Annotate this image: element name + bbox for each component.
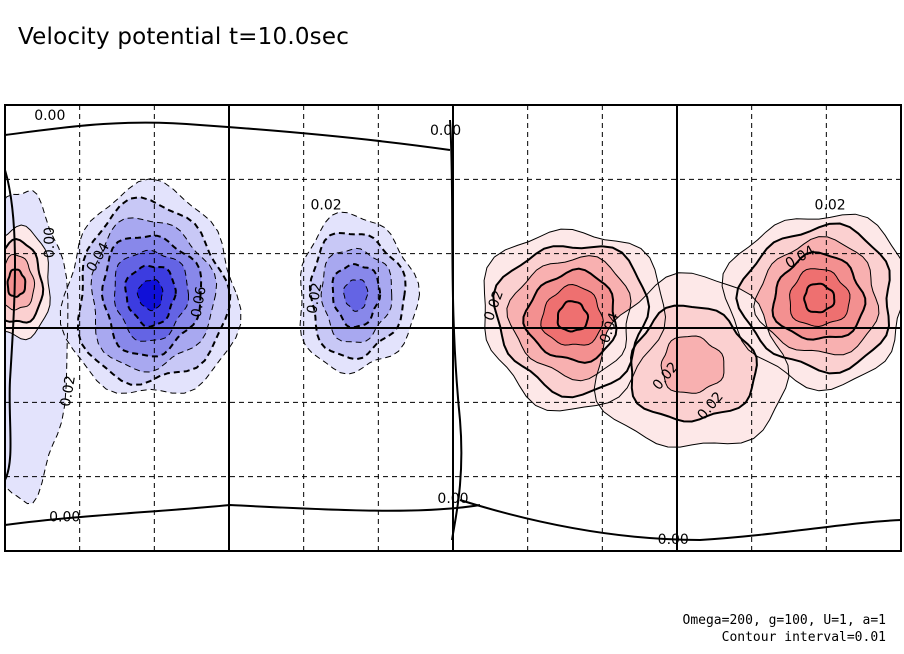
negative-contour-line [299,211,421,375]
contour-label: 0.02 [304,282,325,315]
positive-contour-line [5,253,36,311]
contour-label: 0.00 [430,123,461,139]
contour-label: 0.00 [34,108,65,124]
positive-contour-line [483,228,667,412]
negative-contour-line [59,178,242,394]
zero-contour-line [5,121,451,151]
zero-contour-line [5,169,16,481]
contour-label: 0.02 [58,374,79,407]
positive-contour-line [753,236,880,356]
positive-contour-line [540,283,604,346]
positive-contour-line [492,245,651,399]
negative-contour-line [100,234,203,358]
contour-label: 0.00 [49,510,80,526]
contour-label: 0.02 [814,197,845,213]
negative-contour-line [90,217,218,373]
positive-contour-line [506,255,632,382]
chart-title: Velocity potential t=10.0sec [18,24,350,50]
negative-contour-line [342,279,369,312]
negative-contour-line [320,247,393,343]
contour-interval-text: Contour interval=0.01 [721,630,886,645]
contour-label: 0.00 [437,491,468,507]
contour-label: 0.00 [658,532,689,548]
contour-label: 0.02 [310,197,341,213]
contour-label: 0.00 [42,227,58,258]
negative-band-7 [137,279,163,311]
positive-band-4 [7,269,26,297]
zero-contour-line [459,499,901,542]
negative-contour-line [76,196,232,386]
plot-frame [4,104,902,552]
negative-contour-line [5,189,69,505]
negative-contour-line [136,278,164,312]
positive-band-6 [557,301,589,332]
positive-contour-line [660,335,725,394]
positive-contour-line [629,304,758,423]
positive-contour-line [593,272,790,448]
positive-contour-line [803,282,836,314]
negative-contour-line [113,249,190,342]
negative-contour-line [331,262,382,329]
grid-layer [5,105,901,551]
positive-contour-line [522,267,618,364]
positive-contour-line [721,213,901,392]
positive-contour-line [6,268,27,298]
contour-label: 0.06 [189,285,210,319]
parameters-text: Omega=200, g=100, U=1, a=1 [682,613,887,628]
negative-band-5 [343,279,368,312]
positive-contour-line [5,224,51,341]
positive-contour-line [771,251,867,341]
positive-contour-line [556,300,590,333]
positive-contour-line [735,222,891,375]
positive-contour-line [789,268,851,328]
positive-contour-line [5,237,45,324]
negative-contour-line [124,264,177,328]
